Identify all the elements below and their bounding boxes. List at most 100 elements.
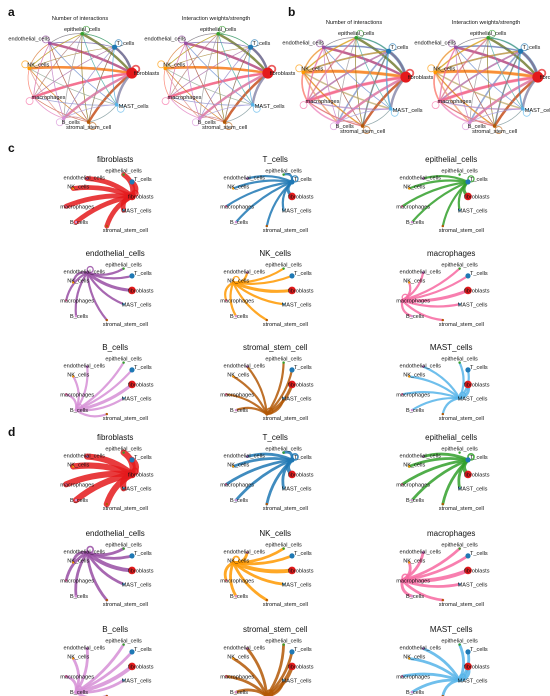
panel-c-macrophages-label-MAST_cells: MAST_cells (458, 302, 488, 308)
panel-c-endothelial_cells-label-epithelial_cells: epithelial_cells (105, 263, 142, 269)
panel-c-NK_cells-label-epithelial_cells: epithelial_cells (265, 263, 302, 269)
panel-d-T_cells: T_cellsfibroblastsT_cellsepithelial_cell… (220, 433, 313, 512)
panel-c-fibroblasts: fibroblastsfibroblastsT_cellsepithelial_… (60, 155, 153, 234)
panel-b: Number of interactionsfibroblastsT_cells… (282, 20, 550, 135)
panel-a-count-label-macrophages: macrophages (32, 95, 66, 101)
panel-d-macrophages-label-MAST_cells: MAST_cells (458, 582, 488, 588)
panel-d-B_cells-label-MAST_cells: MAST_cells (122, 678, 152, 684)
panel-c-endothelial_cells: endothelial_cellsfibroblastsT_cellsepith… (60, 249, 153, 328)
panel-d-epithelial_cells-title: epithelial_cells (425, 433, 477, 442)
panel-c-stromal_stem_cell-label-B_cells: B_cells (230, 408, 248, 414)
panel-c-stromal_stem_cell-label-NK_cells: NK_cells (227, 372, 249, 378)
panel-a-count-label-epithelial_cells: epithelial_cells (64, 27, 101, 33)
panel-c-epithelial_cells-label-epithelial_cells: epithelial_cells (441, 169, 478, 175)
panel-a-count-label-endothelial_cells: endothelial_cells (8, 36, 50, 42)
panel-d-epithelial_cells-label-stromal_stem_cell: stromal_stem_cell (439, 506, 484, 512)
panel-c-macrophages-label-T_cells: T_cells (470, 271, 488, 277)
panel-c-B_cells-label-epithelial_cells: epithelial_cells (105, 357, 142, 363)
panel-c-macrophages-label-B_cells: B_cells (406, 314, 424, 320)
panel-c-B_cells-label-NK_cells: NK_cells (67, 372, 89, 378)
panel-c-MAST_cells-label-stromal_stem_cell: stromal_stem_cell (439, 416, 484, 422)
panel-c-B_cells-title: B_cells (102, 343, 128, 352)
panel-d-B_cells-label-epithelial_cells: epithelial_cells (105, 639, 142, 645)
panel-b-count-label-MAST_cells: MAST_cells (393, 108, 423, 114)
panel-c-endothelial_cells-label-macrophages: macrophages (60, 298, 94, 304)
panel-b-count-edge-B_cells-T_cells (338, 51, 389, 122)
panel-d-endothelial_cells-label-epithelial_cells: epithelial_cells (105, 543, 142, 549)
panel-label-c: c (8, 141, 15, 155)
panel-d-fibroblasts-title: fibroblasts (97, 433, 133, 442)
panel-d-fibroblasts-node-stromal_stem_cell (106, 503, 108, 505)
panel-c-NK_cells-label-T_cells: T_cells (294, 271, 312, 277)
panel-d-macrophages-label-endothelial_cells: endothelial_cells (400, 550, 442, 556)
panel-c-MAST_cells: MAST_cellsfibroblastsT_cellsepithelial_c… (396, 343, 489, 422)
panel-c-T_cells-label-endothelial_cells: endothelial_cells (224, 176, 266, 182)
panel-c-epithelial_cells-label-macrophages: macrophages (396, 204, 430, 210)
panel-c-MAST_cells-label-B_cells: B_cells (406, 408, 424, 414)
panel-c-macrophages-label-NK_cells: NK_cells (403, 278, 425, 284)
panel-d-macrophages-label-NK_cells: NK_cells (403, 558, 425, 564)
panel-d-T_cells-label-B_cells: B_cells (230, 498, 248, 504)
panel-a-count: Number of interactionsfibroblastsT_cells… (8, 16, 159, 131)
panel-label-d: d (8, 425, 15, 439)
panel-c-B_cells-label-macrophages: macrophages (60, 392, 94, 398)
panel-d-MAST_cells-label-fibroblasts: fibroblasts (464, 664, 490, 670)
panel-c-endothelial_cells-label-endothelial_cells: endothelial_cells (64, 270, 106, 276)
panel-a-weight-node-stromal_stem_cell (223, 120, 227, 124)
panel-d-MAST_cells-label-endothelial_cells: endothelial_cells (400, 646, 442, 652)
panel-d-epithelial_cells-label-B_cells: B_cells (406, 498, 424, 504)
panel-c-epithelial_cells-node-stromal_stem_cell (442, 225, 444, 227)
panel-c-epithelial_cells-label-stromal_stem_cell: stromal_stem_cell (439, 228, 484, 234)
panel-d-B_cells-label-T_cells: T_cells (134, 647, 152, 653)
panel-d-fibroblasts-label-macrophages: macrophages (60, 482, 94, 488)
panel-c-macrophages-node-stromal_stem_cell (442, 319, 444, 321)
panel-c-MAST_cells-title: MAST_cells (430, 343, 473, 352)
panel-c-NK_cells-label-MAST_cells: MAST_cells (282, 302, 312, 308)
panel-d-stromal_stem_cell-label-endothelial_cells: endothelial_cells (224, 646, 266, 652)
panel-c-B_cells-label-fibroblasts: fibroblasts (128, 382, 154, 388)
panel-c-fibroblasts-label-stromal_stem_cell: stromal_stem_cell (103, 228, 148, 234)
panel-d-B_cells-title: B_cells (102, 625, 128, 634)
panel-d-macrophages-label-epithelial_cells: epithelial_cells (441, 543, 478, 549)
panel-d-macrophages-label-B_cells: B_cells (406, 594, 424, 600)
panel-c-T_cells: T_cellsfibroblastsT_cellsepithelial_cell… (220, 155, 313, 234)
panel-b-count-node-stromal_stem_cell (361, 124, 365, 128)
panel-d-endothelial_cells-label-MAST_cells: MAST_cells (122, 582, 152, 588)
panel-c-macrophages-label-macrophages: macrophages (396, 298, 430, 304)
panel-d-MAST_cells: MAST_cellsfibroblastsT_cellsepithelial_c… (396, 625, 489, 696)
panel-c-T_cells-label-fibroblasts: fibroblasts (288, 194, 314, 200)
panel-d-fibroblasts-label-B_cells: B_cells (70, 498, 88, 504)
panel-d-endothelial_cells: endothelial_cellsfibroblastsT_cellsepith… (60, 529, 153, 608)
panel-c-MAST_cells-label-MAST_cells: MAST_cells (458, 396, 488, 402)
panel-a-weight-label-T_cells: T_cells (253, 41, 271, 47)
panel-a-weight-label-MAST_cells: MAST_cells (255, 104, 285, 110)
panel-b-count-label-B_cells: B_cells (336, 124, 354, 130)
panel-c-fibroblasts-label-B_cells: B_cells (70, 220, 88, 226)
panel-c-stromal_stem_cell-label-epithelial_cells: epithelial_cells (265, 357, 302, 363)
panel-b-weight-label-fibroblasts: fibroblasts (540, 75, 550, 81)
panel-d-stromal_stem_cell-label-epithelial_cells: epithelial_cells (265, 639, 302, 645)
panel-a-weight-label-epithelial_cells: epithelial_cells (200, 27, 237, 33)
panel-c-MAST_cells-label-macrophages: macrophages (396, 392, 430, 398)
panel-d-endothelial_cells-label-fibroblasts: fibroblasts (128, 568, 154, 574)
panel-c-endothelial_cells-label-fibroblasts: fibroblasts (128, 288, 154, 294)
panel-c-T_cells-label-T_cells: T_cells (294, 177, 312, 183)
panel-a-count-label-NK_cells: NK_cells (27, 62, 49, 68)
panel-c-MAST_cells-label-NK_cells: NK_cells (403, 372, 425, 378)
panel-a-weight-label-NK_cells: NK_cells (163, 62, 185, 68)
panel-d-MAST_cells-label-macrophages: macrophages (396, 674, 430, 680)
panel-d-NK_cells-title: NK_cells (259, 529, 291, 538)
panel-label-a: a (8, 5, 15, 19)
panel-d-fibroblasts: fibroblastsfibroblastsT_cellsepithelial_… (60, 433, 153, 512)
panel-d-macrophages-title: macrophages (427, 529, 475, 538)
panel-c-endothelial_cells-label-MAST_cells: MAST_cells (122, 302, 152, 308)
panel-c-NK_cells-label-NK_cells: NK_cells (227, 278, 249, 284)
panel-d-NK_cells-label-MAST_cells: MAST_cells (282, 582, 312, 588)
panel-d-NK_cells-label-endothelial_cells: endothelial_cells (224, 550, 266, 556)
panel-c-T_cells-label-B_cells: B_cells (230, 220, 248, 226)
panel-c-stromal_stem_cell-label-fibroblasts: fibroblasts (288, 382, 314, 388)
panel-a-count-edge-B_cells-T_cells (64, 47, 115, 118)
panel-d-NK_cells-label-macrophages: macrophages (220, 578, 254, 584)
panel-d-macrophages-label-macrophages: macrophages (396, 578, 430, 584)
panel-c-epithelial_cells-label-NK_cells: NK_cells (403, 184, 425, 190)
